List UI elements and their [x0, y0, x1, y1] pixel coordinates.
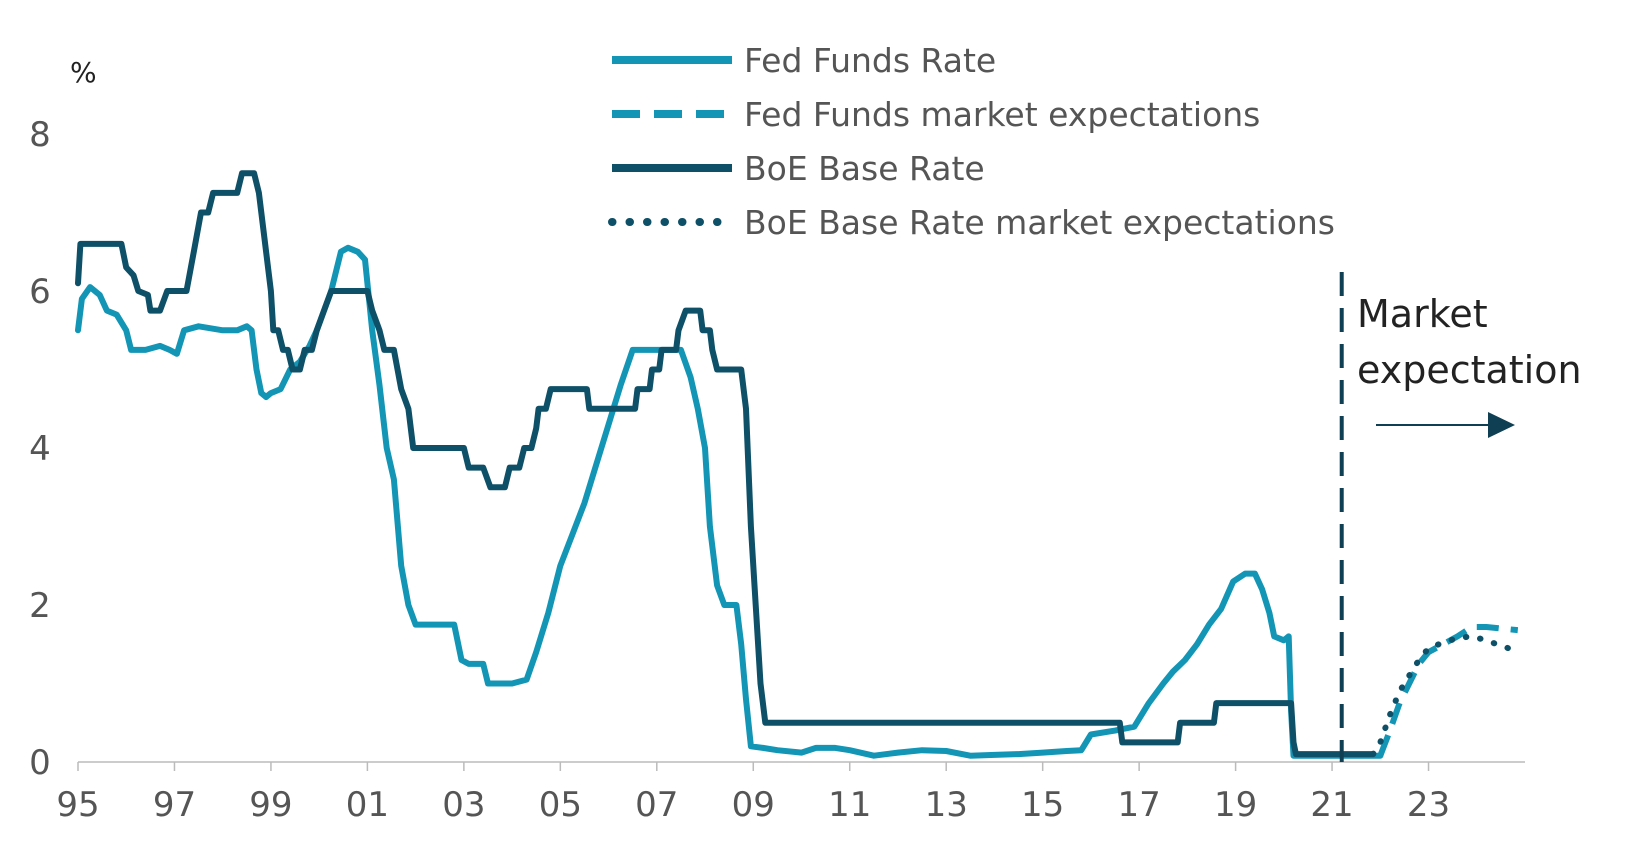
x-tick-label: 21 — [1310, 785, 1353, 825]
series-line-boe-base-rate-market-expectations — [1370, 633, 1519, 758]
legend: Fed Funds Rate Fed Funds market expectat… — [608, 41, 1335, 242]
arrow-head-icon — [1488, 412, 1515, 438]
y-tick-label: 4 — [29, 429, 51, 469]
y-axis: 0 2 4 6 8 — [29, 115, 51, 783]
y-tick-label: 8 — [29, 115, 51, 155]
x-tick-label: 17 — [1118, 785, 1161, 825]
x-tick-label: 05 — [539, 785, 582, 825]
series-line-boe-base-rate — [75, 170, 1377, 758]
legend-label: BoE Base Rate market expectations — [744, 203, 1335, 242]
series-layer — [75, 170, 1519, 759]
x-tick-label: 23 — [1407, 785, 1450, 825]
market-expectation-annotation: Market expectation — [1339, 272, 1582, 762]
x-tick-label: 95 — [56, 785, 99, 825]
y-axis-unit-label: % — [70, 56, 97, 89]
x-tick-label: 07 — [635, 785, 678, 825]
annotation-line-1: Market — [1357, 292, 1488, 336]
x-tick-label: 09 — [732, 785, 775, 825]
x-tick-label: 11 — [828, 785, 871, 825]
x-tick-label: 13 — [925, 785, 968, 825]
legend-label: BoE Base Rate — [744, 149, 985, 188]
legend-label: Fed Funds Rate — [744, 41, 996, 80]
y-tick-label: 2 — [29, 586, 51, 626]
x-tick-label: 01 — [346, 785, 389, 825]
legend-label: Fed Funds market expectations — [744, 95, 1260, 134]
x-axis: 95 97 99 01 03 05 07 09 11 13 15 17 19 21 23 — [56, 762, 1450, 825]
annotation-line-2: expectation — [1357, 348, 1582, 392]
x-tick-label: 97 — [153, 785, 196, 825]
x-tick-label: 19 — [1214, 785, 1257, 825]
y-tick-label: 6 — [29, 272, 51, 312]
x-tick-label: 03 — [442, 785, 485, 825]
x-tick-label: 99 — [249, 785, 292, 825]
series-line-fed-funds-rate — [75, 244, 1384, 759]
series-line-fed-funds-market-expectations — [1377, 624, 1519, 757]
y-tick-label: 0 — [29, 743, 51, 783]
x-tick-label: 15 — [1021, 785, 1064, 825]
